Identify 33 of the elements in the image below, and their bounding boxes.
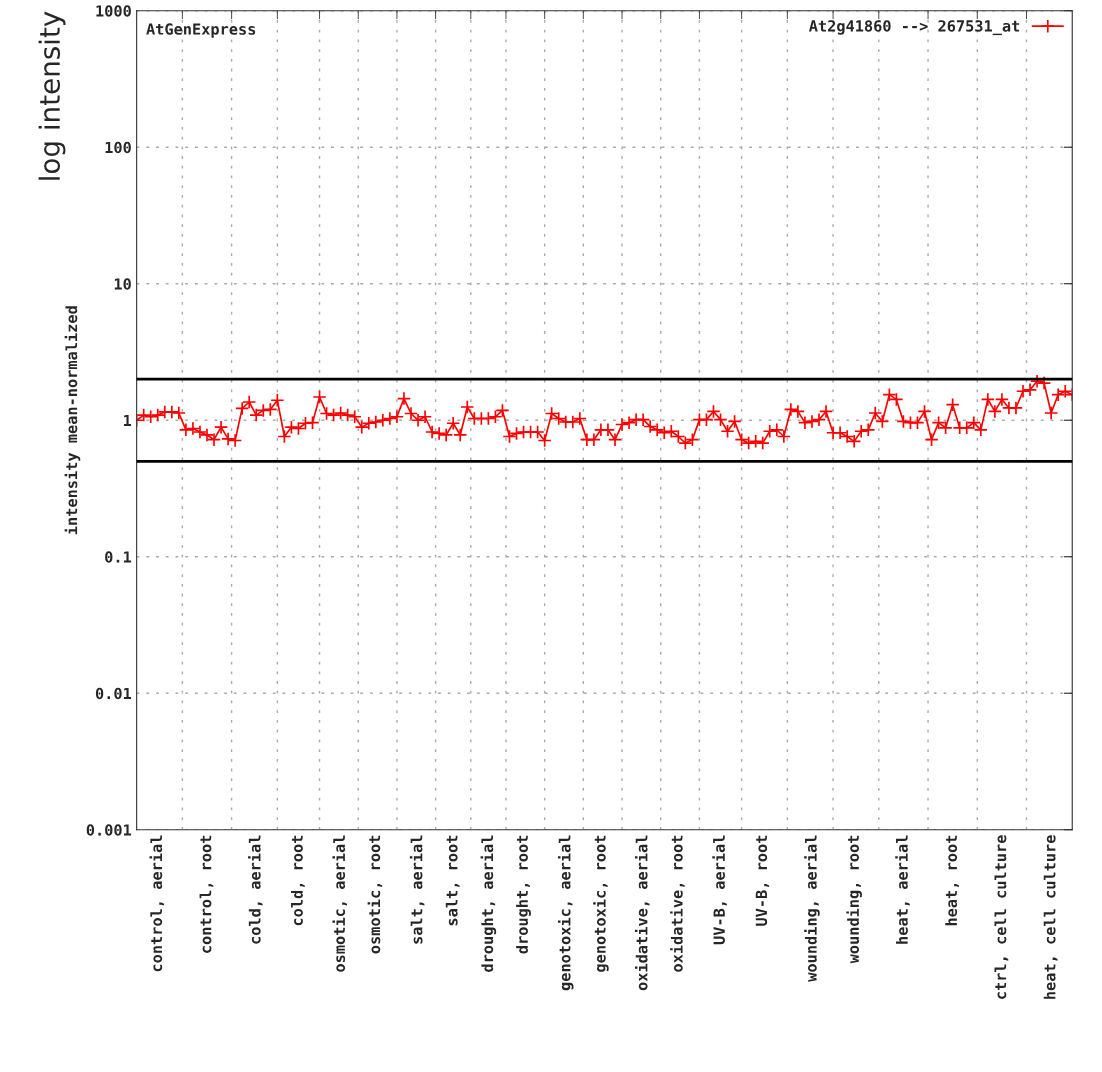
x-tick-label: heat, root bbox=[945, 835, 960, 926]
x-tick-label: cold, aerial bbox=[248, 835, 263, 944]
x-tick-label: oxidative, aerial bbox=[634, 835, 650, 991]
y-tick-label: 10 bbox=[114, 278, 131, 290]
x-tick-label: UV-B, aerial bbox=[712, 835, 727, 945]
x-tick-label: control, aerial bbox=[149, 835, 165, 972]
y-tick-label: 100 bbox=[105, 141, 131, 154]
x-tick-label: drought, aerial bbox=[480, 835, 497, 972]
text: log intensity bbox=[38, 11, 66, 180]
y-axis-title: intensity mean-normalized bbox=[64, 306, 81, 535]
x-tick-label: wounding, aerial bbox=[804, 835, 820, 982]
x-tick-label: heat, aerial bbox=[895, 835, 910, 944]
x-tick-label: osmotic, root bbox=[367, 835, 383, 954]
y-tick-label: 0.001 bbox=[86, 824, 132, 836]
legend-label: At2g41860 --> 267531_at bbox=[809, 20, 1020, 36]
x-tick-label: salt, aerial bbox=[409, 835, 425, 944]
y-tick-label: 1 bbox=[123, 414, 132, 427]
x-tick-label: ctrl, cell culture bbox=[994, 835, 1009, 999]
x-tick-label: control, root bbox=[199, 835, 214, 953]
x-tick-label: salt, root bbox=[445, 835, 460, 926]
x-tick-label: cold, root bbox=[291, 835, 305, 926]
x-tick-label: genotoxic, root bbox=[593, 835, 609, 972]
x-tick-label: osmotic, aerial bbox=[332, 835, 348, 972]
y-tick-label: 0.1 bbox=[105, 551, 132, 563]
x-tick-label: genotoxic, aerial bbox=[557, 835, 574, 991]
x-tick-label: oxidative, root bbox=[670, 835, 685, 972]
x-tick-label: heat, cell culture bbox=[1043, 835, 1058, 999]
x-tick-label: UV-B, root bbox=[755, 835, 770, 926]
x-tick-label: drought, root bbox=[516, 835, 531, 954]
y-tick-label: 0.01 bbox=[95, 687, 132, 700]
annotation: AtGenExpress bbox=[146, 23, 256, 38]
x-tick-label: wounding, root bbox=[846, 835, 862, 964]
y-tick-label: 1000 bbox=[96, 5, 131, 17]
